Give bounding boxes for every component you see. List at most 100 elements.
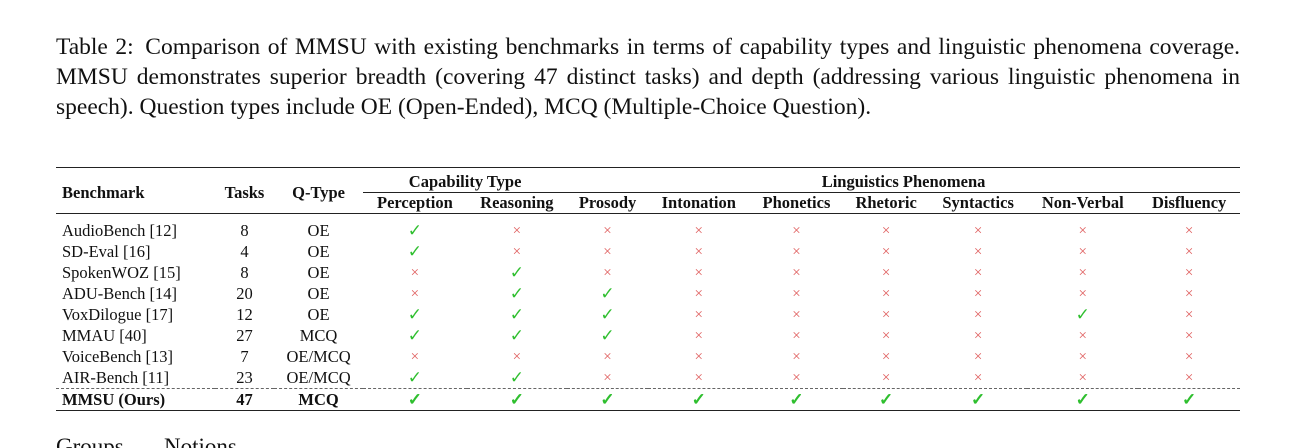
qtype-cell: MCQ <box>273 388 364 411</box>
mark-cell: × <box>1027 262 1138 283</box>
mark-cell: × <box>1138 214 1240 242</box>
cross-mark-icon: × <box>512 349 522 365</box>
table-row: AudioBench [12] 8 OE ✓ × × × × × × × × <box>56 214 1240 242</box>
table-row: ADU-Bench [14] 20 OE × ✓ ✓ × × × × × × <box>56 283 1240 304</box>
mark-cell: × <box>1138 367 1240 389</box>
check-mark-icon: ✓ <box>1075 389 1090 409</box>
mark-cell: ✓ <box>466 388 568 411</box>
cross-mark-icon: × <box>1078 286 1087 302</box>
header-perception: Perception <box>376 193 453 212</box>
mark-cell: ✓ <box>1138 388 1240 411</box>
mark-cell: × <box>843 283 929 304</box>
mark-cell: × <box>1138 283 1240 304</box>
qtype-cell: MCQ <box>299 325 338 345</box>
cross-mark-icon: × <box>1184 349 1194 365</box>
check-mark-icon: ✓ <box>407 325 422 345</box>
mark-cell: × <box>929 304 1027 325</box>
cross-mark-icon: × <box>694 286 704 302</box>
check-mark-icon: ✓ <box>407 304 422 324</box>
benchmark-cell: MMAU [40] <box>62 325 147 345</box>
cross-mark-icon: × <box>792 307 801 323</box>
cross-mark-icon: × <box>792 328 801 344</box>
check-mark-icon: ✓ <box>600 325 615 345</box>
benchmark-cell: VoiceBench [13] <box>62 346 174 366</box>
mark-cell: × <box>567 367 648 389</box>
mark-cell: ✓ <box>467 304 568 325</box>
mark-cell: ✓ <box>363 214 466 242</box>
mark-cell: × <box>750 262 844 283</box>
cross-mark-icon: × <box>603 223 612 239</box>
header-rhetoric: Rhetoric <box>855 193 917 212</box>
check-mark-icon: ✓ <box>879 389 894 409</box>
header-capability-group: Capability Type <box>363 167 568 193</box>
check-mark-icon: ✓ <box>407 241 422 261</box>
check-mark-icon: ✓ <box>600 304 615 324</box>
mark-cell: × <box>1138 325 1240 346</box>
table-row: MMAU [40] 27 MCQ ✓ ✓ ✓ × × × × × × <box>56 325 1240 346</box>
mark-cell: × <box>843 304 929 325</box>
partial-next-line: Groups . . . Notions <box>56 434 237 448</box>
mark-cell: × <box>648 367 750 389</box>
qtype-cell: OE/MCQ <box>286 367 351 387</box>
table-row: VoiceBench [13] 7 OE/MCQ × × × × × × × × × <box>56 346 1240 367</box>
mark-cell: × <box>750 325 844 346</box>
cross-mark-icon: × <box>881 328 891 344</box>
mark-cell: × <box>648 346 750 367</box>
mark-cell: × <box>1027 241 1138 262</box>
table-row: VoxDilogue [17] 12 OE ✓ ✓ ✓ × × × × ✓ × <box>56 304 1240 325</box>
cross-mark-icon: × <box>694 307 704 323</box>
cross-mark-icon: × <box>694 370 704 386</box>
cross-mark-icon: × <box>1078 265 1087 281</box>
check-mark-icon: ✓ <box>407 367 422 387</box>
header-non-verbal: Non-Verbal <box>1041 193 1124 212</box>
mark-cell: × <box>843 325 929 346</box>
tasks-cell: 8 <box>240 220 249 240</box>
check-mark-icon: ✓ <box>509 367 524 387</box>
mark-cell: × <box>929 283 1027 304</box>
cross-mark-icon: × <box>973 370 983 386</box>
mark-cell: ✓ <box>749 388 844 411</box>
cross-mark-icon: × <box>603 244 612 260</box>
cross-mark-icon: × <box>1078 328 1087 344</box>
cross-mark-icon: × <box>973 349 983 365</box>
mark-cell: × <box>648 214 750 242</box>
cross-mark-icon: × <box>603 349 612 365</box>
check-mark-icon: ✓ <box>509 325 524 345</box>
tasks-cell: 23 <box>236 367 253 387</box>
cross-mark-icon: × <box>694 265 704 281</box>
header-syntactics: Syntactics <box>942 193 1014 212</box>
mark-cell: × <box>750 304 844 325</box>
mark-cell: ✓ <box>363 325 466 346</box>
mark-cell: ✓ <box>363 388 467 411</box>
subheader-row: Perception Reasoning Prosody Intonation Phon… <box>56 193 1240 214</box>
check-mark-icon: ✓ <box>407 389 422 409</box>
qtype-cell: OE/MCQ <box>286 346 351 366</box>
check-mark-icon: ✓ <box>509 389 524 409</box>
cross-mark-icon: × <box>973 286 983 302</box>
cross-mark-icon: × <box>512 223 522 239</box>
cross-mark-icon: × <box>973 244 983 260</box>
mark-cell: ✓ <box>467 367 568 389</box>
header-benchmark: Benchmark <box>62 182 145 202</box>
cross-mark-icon: × <box>1078 370 1087 386</box>
mark-cell: ✓ <box>567 325 648 346</box>
mark-cell: × <box>648 325 750 346</box>
header-disfluency: Disfluency <box>1152 193 1227 212</box>
cross-mark-icon: × <box>792 349 801 365</box>
mark-cell: ✓ <box>1027 304 1138 325</box>
cross-mark-icon: × <box>1184 286 1194 302</box>
cross-mark-icon: × <box>410 265 420 281</box>
tasks-cell: 8 <box>240 262 249 282</box>
mark-cell: × <box>843 241 929 262</box>
qtype-cell: OE <box>307 304 330 324</box>
mark-cell: × <box>467 241 568 262</box>
check-mark-icon: ✓ <box>1182 389 1197 409</box>
mark-cell: × <box>467 346 568 367</box>
mark-cell: × <box>750 367 844 389</box>
comparison-table: Benchmark Tasks Q-Type Capability Type L… <box>56 167 1240 411</box>
cross-mark-icon: × <box>881 265 891 281</box>
table-row-ours: MMSU (Ours) 47 MCQ ✓ ✓ ✓ ✓ ✓ ✓ ✓ ✓ ✓ <box>56 388 1240 411</box>
benchmark-cell: MMSU (Ours) <box>56 388 215 411</box>
cross-mark-icon: × <box>1078 244 1087 260</box>
cross-mark-icon: × <box>1184 244 1194 260</box>
